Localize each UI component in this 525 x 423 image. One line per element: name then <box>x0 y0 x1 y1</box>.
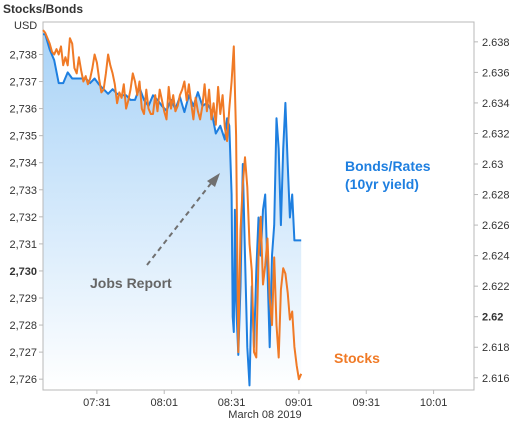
jobs-report-arrowhead <box>207 173 220 187</box>
bonds-yield-line <box>43 33 302 387</box>
stocks-annotation: Stocks <box>334 350 380 366</box>
left-tick-label: 2,735 <box>9 131 37 143</box>
right-tick-label: 2.62 <box>482 312 503 324</box>
left-tick-label: 2,737 <box>9 77 37 89</box>
left-tick-label: 2,732 <box>9 212 37 224</box>
left-tick-label: 2,728 <box>9 320 37 332</box>
bonds-area-fill <box>43 34 302 390</box>
right-tick-label: 2.628 <box>482 190 510 202</box>
x-tick-label: 10:01 <box>420 397 448 409</box>
right-tick-label: 2.622 <box>482 281 510 293</box>
right-tick-label: 2.63 <box>482 159 503 171</box>
left-tick-label: 2,736 <box>9 104 37 116</box>
right-tick-label: 2.616 <box>482 373 510 385</box>
plot-frame <box>42 21 475 391</box>
x-tick-label: 08:31 <box>218 397 246 409</box>
series-lines-layer <box>42 29 303 387</box>
jobs-report-arrow <box>146 173 220 266</box>
left-tick-label: 2,738 <box>9 49 37 61</box>
right-tick-label: 2.624 <box>482 251 510 263</box>
right-tick-label: 2.618 <box>482 342 510 354</box>
x-tick-label: 09:01 <box>285 397 313 409</box>
right-tick-label: 2.632 <box>482 128 510 140</box>
left-axis-ticks: 2,738 2,737 2,736 2,735 2,734 2,733 2,732 2,731… <box>9 49 43 386</box>
left-tick-label: 2,731 <box>9 239 37 251</box>
bonds-area-layer <box>43 34 302 390</box>
right-tick-label: 2.634 <box>482 98 510 110</box>
left-tick-label: 2,729 <box>9 293 37 305</box>
bonds-rates-annotation: Bonds/Rates <box>345 158 431 174</box>
right-axis-ticks: 2.638 2.636 2.634 2.632 2.63 2.628 2.626 2.624 2… <box>474 37 510 385</box>
chart-title: Stocks/Bonds <box>3 2 83 16</box>
right-tick-label: 2.638 <box>482 37 510 49</box>
jobs-report-annotation: Jobs Report <box>90 275 172 291</box>
left-tick-label: 2,726 <box>9 374 37 386</box>
left-tick-label: 2,727 <box>9 347 37 359</box>
x-tick-label: 08:01 <box>150 397 178 409</box>
yield-annotation: (10yr yield) <box>345 176 419 192</box>
x-axis-ticks: 07:31 08:01 08:31 09:01 09:31 10:01 <box>83 390 447 409</box>
left-tick-label: 2,733 <box>9 185 37 197</box>
left-axis-unit-label: USD <box>14 20 37 32</box>
left-tick-label: 2,734 <box>9 158 37 170</box>
left-tick-label: 2,730 <box>9 266 37 278</box>
x-tick-label: 09:31 <box>352 397 380 409</box>
x-axis-date-label: March 08 2019 <box>228 409 301 421</box>
stocks-line <box>42 29 303 381</box>
x-tick-label: 07:31 <box>83 397 111 409</box>
right-tick-label: 2.626 <box>482 220 510 232</box>
right-tick-label: 2.636 <box>482 67 510 79</box>
